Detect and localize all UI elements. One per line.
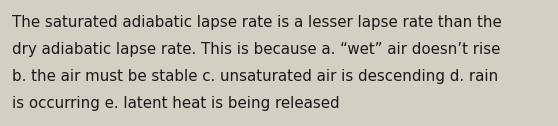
Text: b. the air must be stable c. unsaturated air is descending d. rain: b. the air must be stable c. unsaturated… xyxy=(12,69,498,84)
Text: is occurring e. latent heat is being released: is occurring e. latent heat is being rel… xyxy=(12,96,340,111)
Text: The saturated adiabatic lapse rate is a lesser lapse rate than the: The saturated adiabatic lapse rate is a … xyxy=(12,15,502,30)
Text: dry adiabatic lapse rate. This is because a. “wet” air doesn’t rise: dry adiabatic lapse rate. This is becaus… xyxy=(12,42,501,57)
